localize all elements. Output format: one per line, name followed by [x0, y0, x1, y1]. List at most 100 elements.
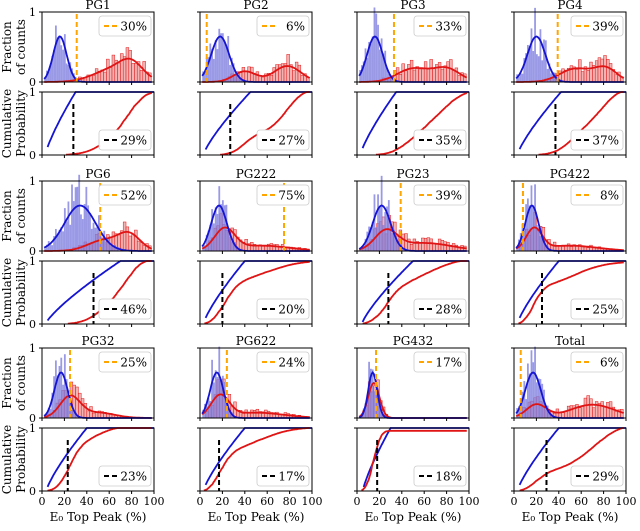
blue-hist-bar [51, 55, 54, 82]
legend-black-label: 37% [592, 134, 619, 148]
blue-hist-bar [398, 242, 401, 251]
blue-hist-bar [216, 49, 219, 82]
red-hist-bar [294, 61, 299, 83]
blue-hist-bar [382, 53, 385, 82]
panel-bottom-PG1: 29% 0 1 [29, 86, 155, 162]
ylabel-top-line1: Fraction [0, 21, 14, 73]
blue-hist-bar [387, 200, 390, 251]
panel-top-PG2: PG2 6% [197, 0, 313, 85]
blue-hist-bar [112, 245, 115, 251]
panel-bottom-frame [356, 427, 470, 492]
panel-bottom-frame [356, 91, 470, 156]
blue-hist-bar [518, 406, 520, 418]
blue-hist-bar [229, 236, 231, 251]
blue-hist-bar [62, 49, 64, 82]
xaxis-label: E₀ Top Peak (%) [522, 510, 619, 524]
xaxis-label: E₀ Top Peak (%) [208, 510, 305, 524]
xtick-label: 60 [260, 495, 274, 508]
blue-hist-bar [223, 381, 226, 418]
blue-hist-bar [373, 194, 376, 251]
blue-hist-bar [47, 241, 50, 251]
legend-box [570, 15, 624, 37]
blue-hist-bar [209, 401, 212, 418]
ytick-label: 0 [29, 412, 36, 425]
blue-hist-bar [523, 58, 526, 82]
red-hist-bar [586, 395, 590, 419]
panel-bottom-PG432: 18% 0 20 40 60 80 100 E₀ Top Peak (%) [354, 427, 480, 524]
blue-hist-bar [220, 33, 222, 82]
red-hist-bar [244, 409, 248, 419]
blue-hist-bar [396, 241, 399, 251]
blue-hist-bar [528, 205, 531, 251]
blue-hist-bar [523, 381, 526, 418]
red-hist-bar [421, 237, 425, 252]
red-hist-bar [423, 237, 428, 252]
red-hist-bar [275, 244, 279, 252]
red-hist-bar [255, 408, 260, 419]
red-hist-bar [80, 398, 85, 419]
legend-box [256, 129, 310, 151]
blue-hist-bar [518, 76, 520, 82]
blue-hist-bar [375, 227, 378, 251]
ylabel-bottom-line2: Probability [14, 259, 28, 326]
ylabel-bottom-line2: Probability [14, 426, 28, 493]
blue-hist-bar [386, 67, 388, 82]
panel-bottom-frame [41, 91, 155, 156]
red-hist-bar [266, 410, 271, 419]
red-hist-bar [594, 60, 599, 83]
blue-hist-bar [378, 206, 381, 251]
ytick-label: 0 [29, 485, 36, 498]
blue-hist-bar [393, 229, 396, 251]
panel-top-PG6: PG6 52% 0 1 [29, 167, 155, 258]
xtick-label: 40 [238, 495, 252, 508]
red-hist-bar [275, 64, 279, 83]
blue-hist-bar [58, 35, 61, 82]
red-hist-bar [586, 70, 590, 83]
legend-black-label: 46% [120, 303, 147, 317]
legend-black-label: 29% [120, 134, 147, 148]
blue-hist-bar [378, 49, 381, 82]
legend-orange-label: 33% [435, 20, 462, 34]
panel-top-PG3: PG3 33% [354, 0, 470, 85]
blue-hist-bar [62, 231, 64, 251]
blue-hist-bar [80, 214, 82, 251]
blue-hist-bar [49, 64, 52, 82]
xtick-label: 0 [197, 495, 204, 508]
red-hist-bar [600, 58, 604, 83]
red-hist-bar [566, 405, 571, 419]
red-hist-bar [449, 59, 453, 83]
red-hist-bar [409, 59, 414, 83]
red-cdf-line [361, 429, 467, 492]
blue-hist-bar [366, 231, 369, 251]
red-hist-bar [580, 71, 585, 83]
legend-black-label: 25% [592, 303, 619, 317]
blue-hist-bar [537, 378, 540, 418]
blue-hist-bar [85, 186, 88, 251]
blue-hist-bar [521, 223, 524, 251]
blue-hist-bar [56, 233, 59, 251]
panel-top-PG1: PG1 30% 0 1 [29, 0, 155, 89]
blue-hist-bar [53, 236, 55, 251]
blue-hist-bar [230, 57, 233, 82]
legend-black-label: 20% [278, 303, 305, 317]
blue-hist-bar [534, 346, 536, 418]
blue-hist-bar [366, 57, 369, 82]
blue-hist-bar [92, 222, 95, 251]
blue-hist-bar [530, 185, 533, 251]
blue-hist-bar [375, 13, 378, 83]
panel-bottom-PG2: 27% [197, 91, 313, 158]
xtick-label: 100 [459, 495, 480, 508]
blue-hist-bar [220, 204, 222, 251]
red-hist-bar [264, 409, 268, 419]
xtick-label: 40 [80, 495, 94, 508]
blue-hist-bar [525, 204, 527, 251]
blue-hist-bar [65, 221, 68, 251]
blue-hist-bar [384, 212, 387, 251]
red-hist-bar [139, 70, 144, 83]
blue-hist-bar [51, 392, 54, 418]
legend-box [413, 15, 467, 37]
blue-hist-bar [218, 186, 221, 251]
blue-hist-bar [60, 357, 63, 418]
blue-hist-bar [54, 228, 57, 251]
blue-hist-bar [53, 376, 55, 418]
